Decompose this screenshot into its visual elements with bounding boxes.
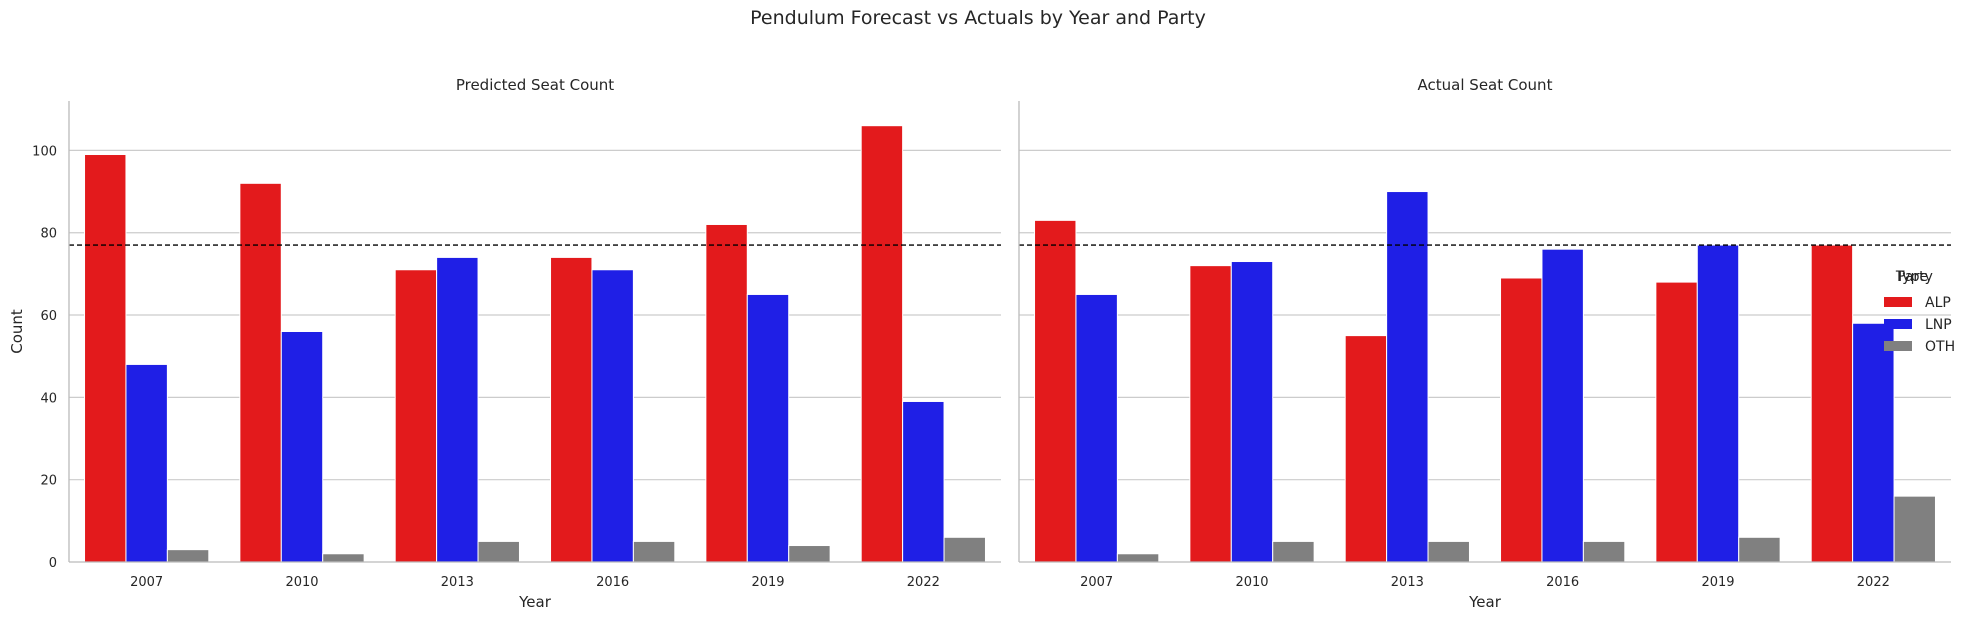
bar-lnp-2019 bbox=[746, 293, 790, 563]
bar-alp-2010 bbox=[239, 182, 282, 563]
x-tick-label: 2010 bbox=[1235, 575, 1268, 590]
y-tick-label: 100 bbox=[32, 144, 57, 159]
x-tick-label: 2019 bbox=[751, 575, 784, 590]
bar-alp-2016 bbox=[1500, 277, 1543, 563]
bar-oth-2019 bbox=[788, 545, 831, 563]
bar-alp-2019 bbox=[705, 223, 748, 563]
y-tick-label: 60 bbox=[40, 309, 57, 324]
bar-lnp-2013 bbox=[1386, 191, 1429, 563]
legend-title: Party bbox=[1897, 269, 1933, 285]
bar-lnp-2007 bbox=[125, 363, 168, 563]
x-axis-label: Year bbox=[518, 593, 552, 611]
y-tick-label: 80 bbox=[40, 227, 57, 242]
bar-oth-2022 bbox=[1893, 495, 1936, 563]
x-axis-label: Year bbox=[1468, 593, 1502, 611]
bar-alp-2010 bbox=[1189, 265, 1232, 563]
legend-label-oth: OTH bbox=[1925, 339, 1955, 355]
x-tick-label: 2013 bbox=[441, 575, 474, 590]
panel-title: Predicted Seat Count bbox=[456, 76, 614, 94]
chart-panel-2: 2007 2010 2013 2016 2019 2022 Actual Seat Coun… bbox=[1018, 76, 1951, 611]
chart-panel-1: 2007 2010 2013 2016 2019 2022 0 20 40 60 80 100 Pred… bbox=[8, 76, 1001, 611]
y-tick-label: 40 bbox=[40, 391, 57, 406]
bar-alp-2013 bbox=[1344, 335, 1388, 563]
figure-title: Pendulum Forecast vs Actuals by Year and… bbox=[750, 7, 1206, 29]
bar-alp-2013 bbox=[394, 269, 438, 563]
panel-title: Actual Seat Count bbox=[1418, 76, 1553, 94]
y-tick-label: 20 bbox=[40, 474, 57, 489]
bar-oth-2016 bbox=[632, 540, 676, 563]
bar-oth-2010 bbox=[1272, 540, 1315, 563]
x-tick-label: 2016 bbox=[596, 575, 629, 590]
x-tick-label: 2013 bbox=[1391, 575, 1424, 590]
y-tick-label: 0 bbox=[49, 556, 57, 571]
bar-oth-2016 bbox=[1582, 540, 1626, 563]
x-tick-label: 2010 bbox=[285, 575, 318, 590]
y-axis-label: Count bbox=[8, 309, 26, 354]
bar-alp-2019 bbox=[1655, 281, 1698, 563]
x-tick-label: 2019 bbox=[1701, 575, 1734, 590]
bar-oth-2013 bbox=[477, 540, 520, 563]
x-tick-label: 2022 bbox=[907, 575, 940, 590]
bar-lnp-2022 bbox=[902, 400, 945, 563]
legend-swatch-lnp bbox=[1884, 319, 1912, 329]
bar-alp-2016 bbox=[550, 256, 593, 563]
bar-oth-2019 bbox=[1738, 536, 1781, 563]
bar-lnp-2013 bbox=[436, 256, 479, 563]
legend-label-alp: ALP bbox=[1925, 295, 1951, 311]
bar-alp-2022 bbox=[860, 125, 904, 563]
x-tick-label: 2007 bbox=[1080, 575, 1113, 590]
bar-oth-2007 bbox=[166, 549, 210, 563]
x-tick-label: 2022 bbox=[1857, 575, 1890, 590]
bar-lnp-2016 bbox=[1541, 248, 1584, 563]
bar-lnp-2019 bbox=[1696, 244, 1740, 563]
bar-oth-2013 bbox=[1427, 540, 1470, 563]
bar-oth-2022 bbox=[943, 536, 986, 563]
bar-oth-2010 bbox=[322, 553, 365, 563]
bar-alp-2007 bbox=[1034, 219, 1077, 563]
bar-oth-2007 bbox=[1116, 553, 1160, 563]
bar-alp-2007 bbox=[84, 154, 127, 563]
legend-swatch-oth bbox=[1884, 341, 1912, 351]
bar-lnp-2022 bbox=[1852, 322, 1895, 563]
bar-lnp-2010 bbox=[280, 331, 324, 563]
bar-lnp-2016 bbox=[591, 269, 634, 563]
legend-swatch-alp bbox=[1884, 297, 1912, 307]
legend-label-lnp: LNP bbox=[1925, 317, 1952, 333]
x-tick-label: 2007 bbox=[130, 575, 163, 590]
bar-lnp-2010 bbox=[1230, 261, 1274, 563]
bar-alp-2022 bbox=[1810, 244, 1854, 563]
legend-title-overlay: Type bbox=[1895, 269, 1928, 285]
bar-lnp-2007 bbox=[1075, 293, 1118, 563]
x-tick-label: 2016 bbox=[1546, 575, 1579, 590]
